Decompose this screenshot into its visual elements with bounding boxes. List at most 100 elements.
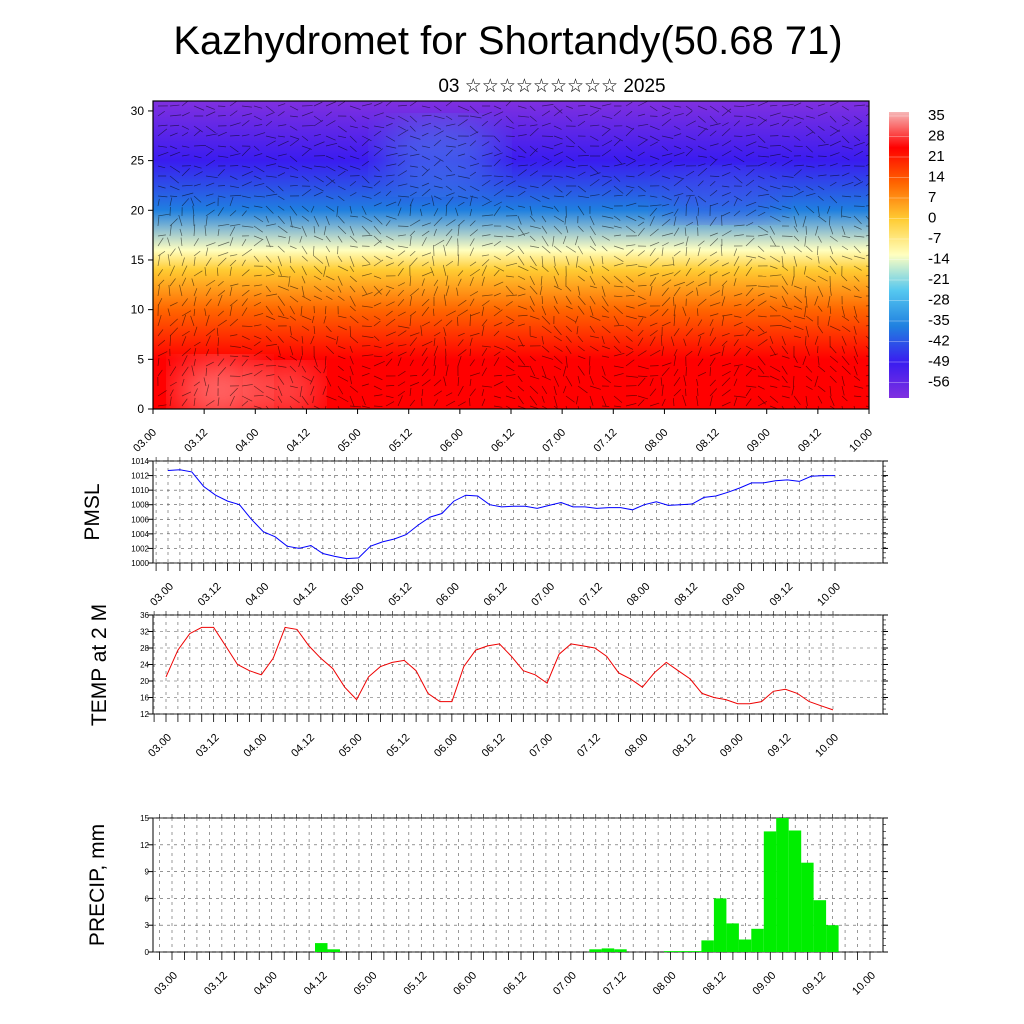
wind-vector xyxy=(277,165,290,170)
wind-vector xyxy=(309,375,315,385)
wind-vector xyxy=(241,205,250,209)
wind-vector xyxy=(637,227,645,237)
wind-vector xyxy=(168,358,171,367)
wind-vector xyxy=(721,296,726,307)
wind-vector xyxy=(529,375,540,380)
wind-vector xyxy=(445,149,453,157)
wind-vector xyxy=(673,208,679,217)
wind-vector xyxy=(853,275,860,282)
precip-bar xyxy=(589,949,602,952)
wind-vector xyxy=(325,235,331,243)
wind-vector xyxy=(517,323,526,327)
wind-vector xyxy=(697,127,707,137)
wind-vector xyxy=(733,395,746,398)
wind-vector xyxy=(601,205,614,210)
x-tick-label: 04.12 xyxy=(291,581,319,609)
section-y-tick-label: 30 xyxy=(131,104,145,118)
chart-subtitle: 03 ☆☆☆☆☆☆☆☆☆ 2025 xyxy=(438,76,665,97)
wind-vector xyxy=(673,368,679,377)
wind-vector xyxy=(853,255,865,260)
wind-vector xyxy=(433,155,444,162)
wind-vector xyxy=(325,395,337,401)
wind-vector xyxy=(817,103,825,107)
wind-vector xyxy=(157,339,166,347)
wind-vector xyxy=(193,326,198,337)
wind-vector xyxy=(685,185,694,192)
wind-vector xyxy=(421,168,431,177)
wind-vector xyxy=(745,179,755,187)
wind-vector xyxy=(205,257,212,267)
wind-vector xyxy=(769,265,778,269)
wind-vector xyxy=(181,298,188,307)
wind-vector xyxy=(157,369,163,377)
wind-vector xyxy=(181,184,193,187)
wind-vector xyxy=(325,245,331,253)
wind-vector xyxy=(673,250,681,257)
wind-vector xyxy=(649,330,658,337)
wind-vector xyxy=(505,125,515,129)
wind-vector xyxy=(745,209,757,217)
x-tick-label: 04.00 xyxy=(243,581,271,609)
wind-vector xyxy=(805,192,816,197)
colorbar-label: 0 xyxy=(928,210,936,227)
wind-vector xyxy=(385,318,396,327)
wind-vector xyxy=(481,306,485,317)
wind-vector xyxy=(310,335,315,345)
wind-vector xyxy=(469,261,477,267)
wind-vector xyxy=(805,345,810,356)
wind-vector xyxy=(229,194,242,197)
wind-vector xyxy=(721,192,731,197)
wind-vector xyxy=(325,135,336,141)
wind-vector xyxy=(553,105,563,114)
wind-vector xyxy=(853,285,860,292)
wind-vector xyxy=(409,125,416,132)
wind-vector xyxy=(349,405,362,408)
wind-vector xyxy=(649,125,660,131)
wind-vector xyxy=(349,325,352,337)
wind-vector xyxy=(853,181,864,187)
x-tick-label: 03.12 xyxy=(196,581,224,609)
wind-vector xyxy=(805,125,816,134)
section-x-tick-label: 07.12 xyxy=(591,427,619,455)
wind-vector xyxy=(637,164,646,167)
wind-vector xyxy=(697,270,706,277)
wind-vector xyxy=(361,315,369,321)
wind-vector xyxy=(769,353,778,357)
wind-vector xyxy=(205,279,216,287)
wind-vector xyxy=(409,153,420,157)
section-x-tick-label: 08.00 xyxy=(643,427,671,455)
wind-vector xyxy=(181,391,192,397)
wind-vector xyxy=(781,103,794,107)
wind-vector xyxy=(769,335,774,344)
wind-vector xyxy=(721,340,728,347)
wind-vector xyxy=(781,315,792,323)
x-tick-label: 10.00 xyxy=(815,581,843,609)
wind-vector xyxy=(841,285,851,291)
wind-vector xyxy=(649,349,661,357)
wind-vector xyxy=(564,215,567,225)
wind-vector xyxy=(493,152,503,157)
wind-vector xyxy=(385,245,395,250)
wind-vector xyxy=(217,397,220,407)
wind-vector xyxy=(685,290,694,297)
wind-vector xyxy=(661,195,672,201)
wind-vector xyxy=(661,264,674,267)
wind-vector xyxy=(445,196,454,207)
wind-vector xyxy=(361,125,369,129)
wind-vector xyxy=(265,193,278,197)
wind-vector xyxy=(577,185,587,193)
wind-vector xyxy=(553,160,563,167)
wind-vector xyxy=(167,237,171,247)
wind-vector xyxy=(637,171,645,177)
wind-vector xyxy=(169,124,180,127)
x-tick-label: 10.00 xyxy=(813,732,841,760)
wind-vector xyxy=(709,202,719,207)
wind-vector xyxy=(493,265,505,272)
wind-vector xyxy=(229,299,238,307)
wind-vector xyxy=(373,405,383,407)
wind-vector xyxy=(241,181,252,187)
wind-vector xyxy=(181,366,189,377)
wind-vector xyxy=(373,320,381,327)
wind-vector xyxy=(300,305,303,316)
